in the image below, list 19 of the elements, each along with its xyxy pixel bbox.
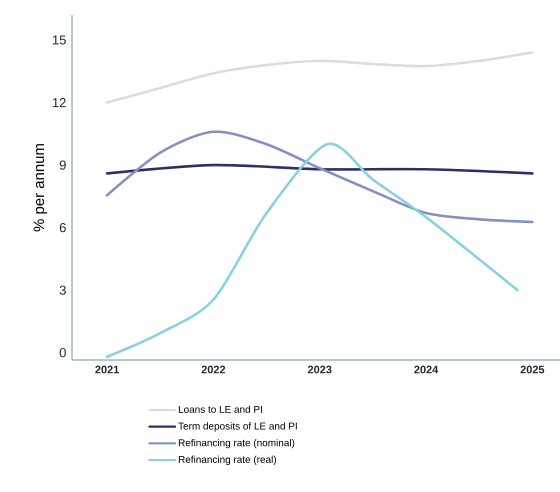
x-tick-label: 2022 — [202, 366, 226, 374]
x-tick-label: 2025 — [520, 366, 544, 374]
y-tick-label: 6 — [60, 223, 66, 232]
legend-label: Loans to LE and PI — [178, 406, 262, 413]
y-tick-label: 12 — [52, 98, 66, 108]
x-tick-label: 2023 — [308, 366, 332, 374]
line-series — [106, 51, 534, 104]
x-tick-label: 2021 — [95, 366, 119, 374]
y-tick-label: 3 — [60, 286, 66, 295]
line-series — [106, 142, 519, 358]
y-tick-label: 15 — [52, 35, 66, 45]
line-series — [106, 130, 534, 224]
y-tick-label: 0 — [60, 348, 66, 358]
legend-label: Refinancing rate (nominal) — [178, 438, 294, 448]
y-tick-label: 9 — [60, 160, 66, 170]
y-axis-title: % per annum — [34, 144, 48, 232]
legend-label: Refinancing rate (real) — [178, 456, 276, 465]
legend-label: Term deposits of LE and PI — [178, 422, 297, 432]
x-tick-label: 2024 — [414, 366, 438, 374]
